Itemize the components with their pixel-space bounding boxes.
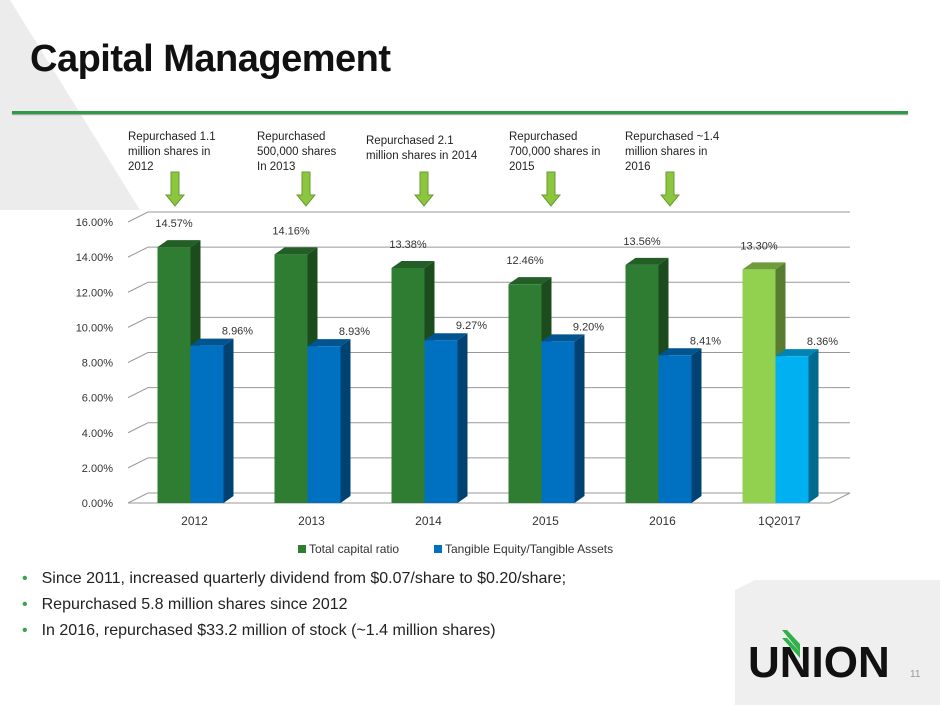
- gridline: [127, 457, 850, 469]
- data-label: 14.16%: [272, 225, 310, 237]
- page-number: 11: [910, 669, 921, 680]
- down-arrow-icon: [413, 171, 435, 207]
- x-tick-label: 2013: [298, 514, 325, 528]
- bar-side: [808, 349, 819, 503]
- down-arrow-icon: [164, 171, 186, 207]
- bar-total-capital-ratio-2015: [508, 284, 542, 503]
- bar-total-capital-ratio-2014: [391, 268, 425, 503]
- data-label: 12.46%: [506, 255, 544, 267]
- legend-swatch: [434, 545, 442, 553]
- title-divider: [12, 111, 908, 114]
- annotation-2012: Repurchased 1.1 million shares in 2012: [128, 131, 216, 173]
- gridline: [127, 316, 850, 328]
- legend-label: Total capital ratio: [309, 542, 399, 556]
- union-logo: UNION: [748, 638, 890, 687]
- gridline: [127, 492, 850, 504]
- gridline: [127, 422, 850, 434]
- x-tick-label: 2016: [649, 514, 676, 528]
- bar-tangible-equity-tangible-assets-2013: [307, 346, 341, 503]
- y-tick-label: 0.00%: [82, 498, 113, 510]
- y-tick-label: 4.00%: [82, 428, 113, 440]
- x-tick-label: 2012: [181, 514, 208, 528]
- bar-top: [274, 247, 318, 255]
- data-label: 13.56%: [623, 236, 661, 248]
- data-label: 9.27%: [456, 320, 487, 332]
- bullet-item: • In 2016, repurchased $33.2 million of s…: [22, 622, 496, 639]
- y-tick-label: 8.00%: [82, 358, 113, 370]
- bar-side: [574, 334, 585, 503]
- bar-tangible-equity-tangible-assets-2015: [541, 341, 575, 503]
- bar-side: [457, 333, 468, 503]
- data-label: 8.96%: [222, 326, 253, 338]
- bar-top: [625, 257, 669, 265]
- bar-side: [223, 338, 234, 503]
- data-label: 13.30%: [740, 240, 778, 252]
- y-tick-label: 6.00%: [82, 393, 113, 405]
- x-tick-label: 2014: [415, 514, 442, 528]
- bar-tangible-equity-tangible-assets-2014: [424, 340, 458, 503]
- bar-total-capital-ratio-2013: [274, 254, 308, 503]
- bar-top: [307, 339, 351, 347]
- gridline: [127, 387, 850, 399]
- down-arrow-icon: [540, 171, 562, 207]
- bullet-list: • Since 2011, increased quarterly dividen…: [22, 570, 566, 648]
- data-label: 9.20%: [573, 321, 604, 333]
- bar-tangible-equity-tangible-assets-2012: [190, 345, 224, 503]
- bar-side: [340, 339, 351, 503]
- gridline: [127, 211, 850, 223]
- bar-top: [775, 349, 819, 357]
- page-title: Capital Management: [30, 38, 391, 80]
- x-tick-label: 2015: [532, 514, 559, 528]
- bullet-item: • Since 2011, increased quarterly dividen…: [22, 570, 567, 587]
- data-label: 8.41%: [690, 335, 721, 347]
- bar-top: [742, 262, 786, 270]
- annotation-2014: Repurchased 2.1 million shares in 2014: [366, 135, 478, 162]
- gridline: [127, 246, 850, 258]
- x-axis-floor: [128, 492, 851, 504]
- bar-tangible-equity-tangible-assets-1Q2017: [775, 356, 809, 503]
- data-label: 13.38%: [389, 239, 427, 251]
- bar-top: [658, 348, 702, 356]
- bar-total-capital-ratio-2012: [157, 247, 191, 503]
- bar-top: [391, 261, 435, 269]
- data-label: 14.57%: [155, 218, 193, 230]
- data-label: 8.93%: [339, 326, 370, 338]
- bar-top: [157, 240, 201, 248]
- annotation-2015: Repurchased 700,000 shares in 2015: [509, 131, 601, 173]
- y-tick-label: 14.00%: [76, 252, 114, 264]
- annotation-2013: Repurchased 500,000 shares In 2013: [257, 131, 337, 173]
- gridline: [127, 281, 850, 293]
- y-tick-label: 2.00%: [82, 463, 113, 475]
- legend-label: Tangible Equity/Tangible Assets: [445, 542, 613, 556]
- bar-side: [691, 348, 702, 503]
- bar-chart: 0.00% 2.00% 4.00% 6.00% 8.00% 10.00% 12.00% 14.…: [76, 171, 851, 556]
- bar-top: [541, 334, 585, 342]
- down-arrow-icon: [295, 171, 317, 207]
- y-tick-label: 10.00%: [76, 322, 114, 334]
- gridline: [127, 352, 850, 363]
- bar-top: [424, 333, 468, 341]
- down-arrow-icon: [659, 171, 681, 207]
- logo-stripes-icon: [782, 630, 800, 658]
- bar-total-capital-ratio-1Q2017: [742, 269, 776, 503]
- y-tick-label: 12.00%: [76, 287, 114, 299]
- data-label: 8.36%: [807, 336, 838, 348]
- bar-total-capital-ratio-2016: [625, 264, 659, 503]
- annotation-2016: Repurchased ~1.4 million shares in 2016: [625, 131, 720, 173]
- y-tick-label: 16.00%: [76, 217, 114, 229]
- bar-top: [190, 338, 234, 346]
- bullet-item: • Repurchased 5.8 million shares since 20…: [22, 596, 348, 613]
- x-tick-label: 1Q2017: [758, 514, 801, 528]
- legend-swatch: [298, 545, 306, 553]
- bar-top: [508, 277, 552, 285]
- bar-tangible-equity-tangible-assets-2016: [658, 355, 692, 503]
